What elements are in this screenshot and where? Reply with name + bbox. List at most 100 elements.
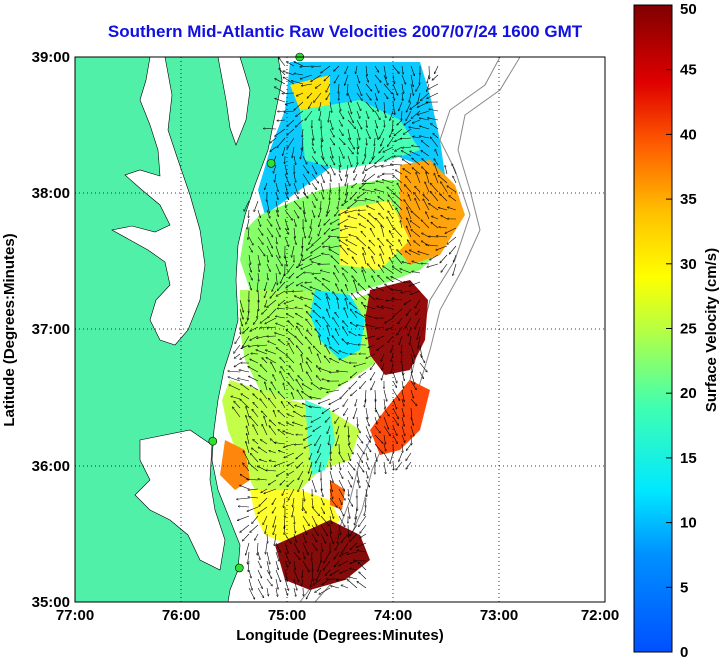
velocity-arrow [302,209,306,222]
velocity-arrow [383,407,389,416]
velocity-arrow [345,65,349,74]
velocity-arrow [358,562,367,571]
velocity-arrow [383,416,389,429]
velocity-arrow [349,303,358,310]
velocity-arrow [266,245,272,257]
velocity-arrow [381,306,394,310]
velocity-arrow [374,110,380,120]
velocity-arrow [356,119,362,129]
velocity-arrow [337,533,340,543]
velocity-arrow [350,560,358,563]
velocity-arrow [293,236,296,245]
velocity-arrow [406,443,412,450]
velocity-arrow [302,524,307,535]
velocity-arrow [430,137,439,148]
velocity-arrow [330,452,331,461]
velocity-arrow [401,110,402,120]
velocity-arrow [374,407,380,418]
velocity-arrow [359,182,367,189]
velocity-arrow [343,398,349,406]
velocity-arrow [347,443,353,454]
velocity-arrow [248,254,251,264]
velocity-arrow [347,155,352,167]
velocity-arrow [261,411,268,418]
velocity-arrow [330,524,331,534]
velocity-arrow [332,336,340,346]
velocity-arrow [350,371,358,378]
velocity-arrow [341,533,349,543]
velocity-arrow [334,65,340,71]
velocity-arrow [319,368,331,373]
velocity-arrow [319,587,331,594]
velocity-arrow [260,317,268,323]
velocity-arrow [239,370,250,373]
velocity-arrow [302,384,313,391]
velocity-arrow [275,569,281,582]
velocity-arrow [375,155,385,164]
velocity-arrow [378,197,385,202]
sounds [134,429,226,571]
velocity-arrow [338,488,345,500]
velocity-arrow [329,249,340,256]
velocity-arrow [310,287,322,292]
x-tick-label: 77:00 [56,607,94,624]
velocity-arrow [356,443,364,454]
velocity-arrow [248,587,255,599]
velocity-arrow [232,407,241,418]
velocity-arrow [436,236,448,238]
velocity-arrow [348,249,358,256]
velocity-arrow [338,209,349,215]
velocity-arrow [365,425,370,438]
velocity-arrow [276,348,286,355]
velocity-arrow [374,101,378,111]
velocity-arrow [379,146,385,153]
velocity-arrow [313,578,322,585]
velocity-arrow [288,373,295,382]
velocity-arrow [315,83,322,88]
velocity-arrow [365,173,376,182]
velocity-arrow [356,74,360,83]
velocity-arrow [277,308,286,309]
velocity-arrow [434,159,439,166]
velocity-arrow [248,578,252,590]
velocity-arrow [310,254,322,260]
velocity-arrow [265,524,268,534]
velocity-arrow [241,394,250,400]
velocity-arrow [297,390,304,400]
velocity-arrow [241,384,250,391]
x-axis-label: Longitude (Degrees:Minutes) [236,627,444,644]
colorbar-tick-label: 45 [680,62,697,79]
velocity-arrow [275,316,286,319]
velocity-arrow [286,308,295,310]
velocity-arrow [248,209,249,218]
velocity-arrow [267,299,277,308]
velocity-arrow [275,560,278,570]
velocity-arrow [300,74,313,79]
velocity-arrow [305,337,313,346]
velocity-arrow [400,138,412,139]
velocity-arrow [423,194,430,202]
velocity-arrow [250,416,259,427]
velocity-arrow [357,550,367,553]
velocity-arrow [240,353,250,359]
velocity-arrow [234,353,241,358]
velocity-arrow [257,209,260,218]
velocity-arrow [392,380,397,388]
velocity-arrow [345,298,349,310]
velocity-arrow [315,277,322,283]
velocity-arrow [426,245,439,247]
velocity-arrow [393,228,403,238]
velocity-arrow [284,218,288,230]
velocity-arrow [350,524,358,536]
velocity-arrow [410,371,415,384]
velocity-arrow [298,376,304,382]
velocity-arrow [399,240,403,247]
velocity-arrow [364,306,376,310]
velocity-arrow [267,327,277,328]
velocity-arrow [331,256,340,265]
velocity-arrow [340,227,349,231]
velocity-arrow [391,344,394,353]
velocity-arrow [292,506,295,517]
plot-frame [74,56,606,603]
velocity-arrow [313,346,322,355]
